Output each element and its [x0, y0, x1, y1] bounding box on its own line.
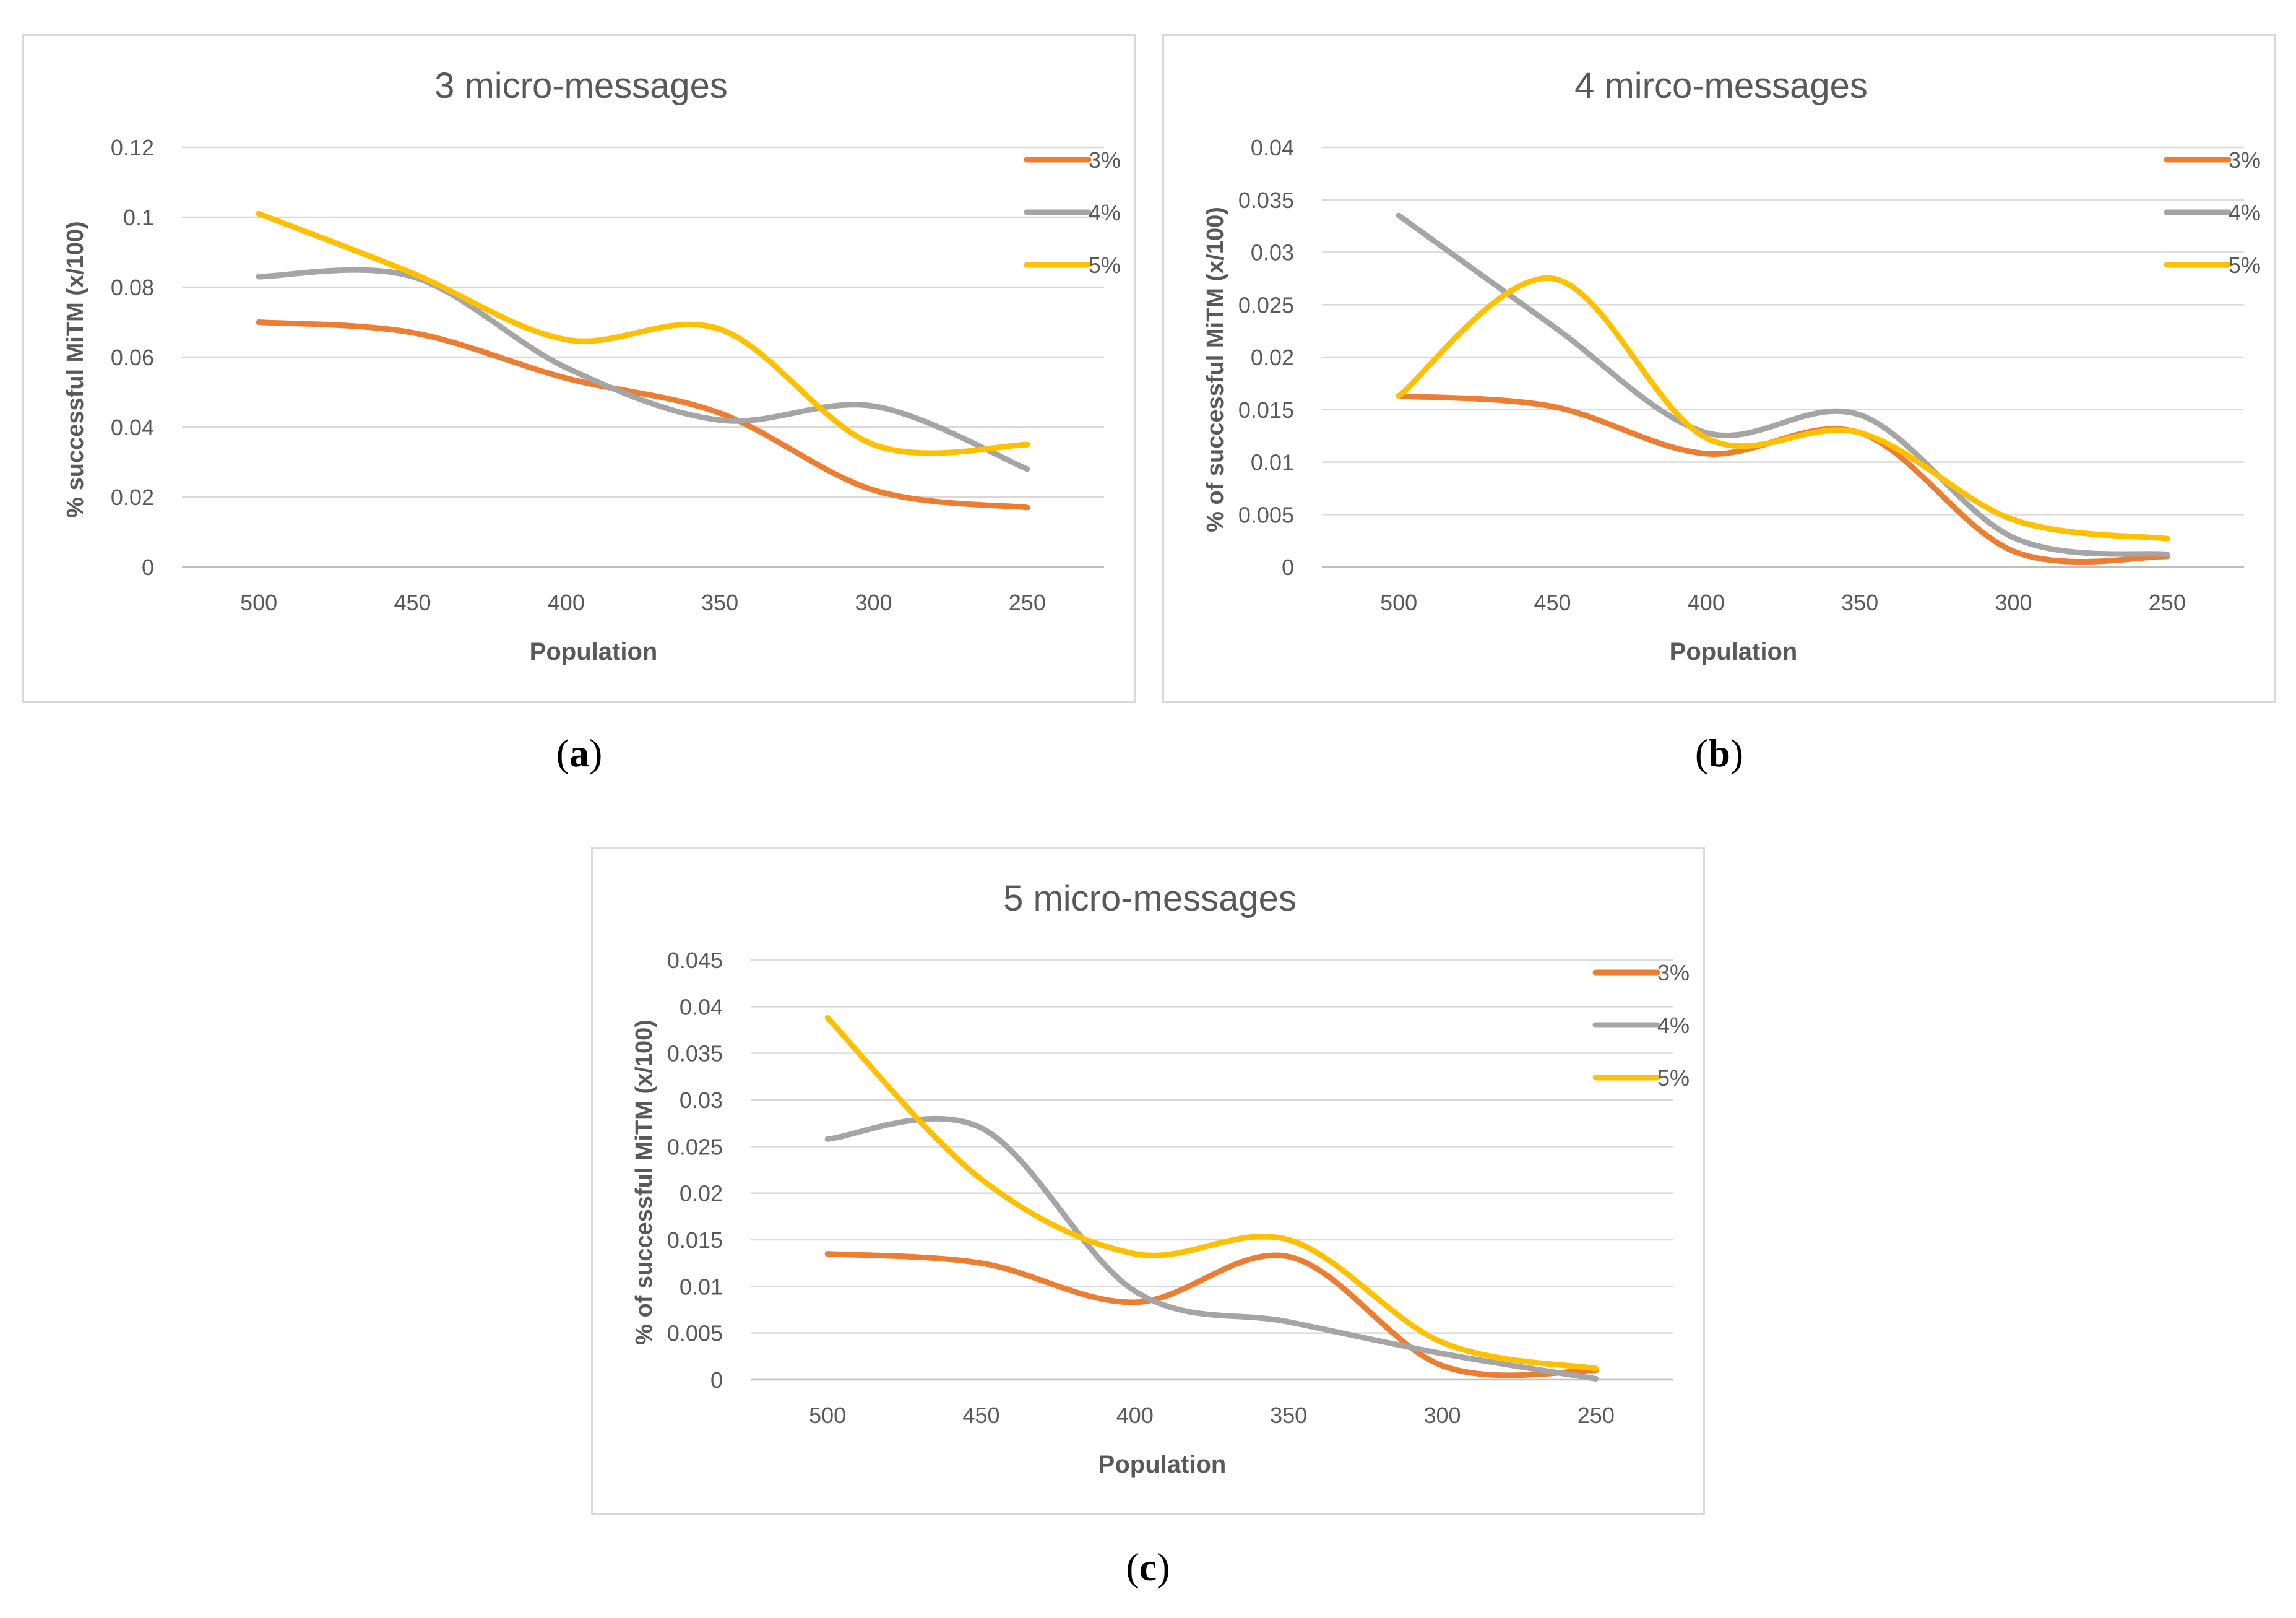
x-tick-label: 300 [1995, 590, 2032, 615]
y-tick-label: 0.01 [680, 1274, 723, 1299]
y-tick-label: 0.12 [111, 135, 154, 160]
y-tick-label: 0.03 [1251, 240, 1294, 266]
y-tick-label: 0.02 [680, 1181, 723, 1206]
series-line-4pct [824, 1115, 1599, 1382]
chart-panel-b: 4 mirco-messages 0 0.005 0.01 0.015 0.02 0.025… [1162, 34, 2276, 703]
y-tick-label: 0.025 [667, 1134, 723, 1159]
y-tick-label: 0.035 [1238, 188, 1294, 213]
legend-label: 3% [2229, 147, 2261, 173]
y-tick-label: 0.1 [123, 205, 154, 230]
y-tick-label: 0.045 [667, 948, 723, 973]
caption-a: (a) [556, 731, 603, 775]
x-tick-label: 250 [2149, 590, 2186, 615]
x-tick-label: 400 [1688, 590, 1725, 615]
y-tick-label: 0.02 [1251, 345, 1294, 370]
x-tick-label: 250 [1577, 1403, 1615, 1428]
y-tick-label: 0.01 [1251, 450, 1294, 475]
x-tick-label: 450 [394, 590, 431, 615]
x-tick-label: 350 [701, 590, 738, 615]
y-tick-label: 0.06 [111, 345, 154, 370]
legend-label: 5% [1089, 253, 1121, 278]
x-tick-label: 300 [855, 590, 892, 615]
x-axis-label: Population [530, 638, 658, 665]
y-tick-label: 0.04 [1251, 135, 1294, 160]
caption-c-letter: c [1139, 1545, 1157, 1589]
y-axis-label: % of successful MiTM (x/100) [631, 1019, 657, 1345]
y-tick-label: 0.005 [667, 1321, 723, 1346]
series-line-3pct [824, 1251, 1599, 1378]
chart-title: 5 micro-messages [1003, 878, 1297, 919]
caption-c: (c) [1126, 1545, 1170, 1589]
series-line-5pct [1396, 275, 2170, 542]
legend-label: 4% [1089, 200, 1121, 225]
y-tick-label: 0.025 [1238, 292, 1294, 318]
x-tick-label: 500 [1380, 590, 1417, 615]
series-line-4pct [256, 267, 1030, 472]
chart-a: 3 micro-messages 0 0.02 0.04 0.06 0.08 0.1 0.12… [63, 66, 1121, 665]
y-tick-label: 0.04 [111, 415, 154, 440]
series-line-5pct [824, 1014, 1599, 1372]
legend-label: 4% [2229, 200, 2261, 225]
y-axis-label: % successful MiTM (x/100) [63, 221, 88, 517]
y-tick-label: 0.02 [111, 485, 154, 510]
caption-b-letter: b [1708, 731, 1730, 775]
y-tick-label: 0.005 [1238, 502, 1294, 527]
y-tick-label: 0 [710, 1367, 723, 1393]
x-tick-label: 500 [240, 590, 277, 615]
x-tick-label: 350 [1841, 590, 1878, 615]
series-line-5pct [256, 210, 1030, 456]
y-axis-label: % of successful MiTM (x/100) [1202, 207, 1228, 532]
caption-a-letter: a [569, 731, 589, 775]
chart-panel-c: 5 micro-messages 0 0.005 0.01 0.015 0.02 0.025… [591, 847, 1705, 1515]
y-tick-label: 0.035 [667, 1041, 723, 1066]
y-tick-label: 0 [1282, 555, 1294, 580]
y-tick-label: 0.04 [680, 994, 723, 1019]
chart-b: 4 mirco-messages 0 0.005 0.01 0.015 0.02 0.025… [1202, 66, 2261, 665]
x-tick-label: 450 [1534, 590, 1571, 615]
x-tick-label: 250 [1009, 590, 1046, 615]
caption-b: (b) [1694, 731, 1744, 775]
legend-label: 5% [1657, 1065, 1690, 1091]
x-tick-label: 500 [809, 1403, 846, 1428]
x-tick-label: 400 [548, 590, 585, 615]
x-axis-label: Population [1098, 1451, 1227, 1478]
y-tick-label: 0 [142, 555, 154, 580]
chart-c: 5 micro-messages 0 0.005 0.01 0.015 0.02 0.025… [631, 878, 1690, 1478]
x-tick-label: 350 [1270, 1403, 1307, 1428]
chart-title: 4 mirco-messages [1574, 66, 1868, 106]
y-tick-label: 0.08 [111, 275, 154, 300]
legend-label: 4% [1657, 1013, 1690, 1038]
legend-label: 3% [1089, 147, 1121, 173]
y-tick-label: 0.015 [667, 1227, 723, 1253]
series-line-3pct [256, 319, 1030, 511]
chart-title: 3 micro-messages [434, 66, 728, 106]
series-line-4pct [1396, 212, 2170, 558]
x-tick-label: 300 [1423, 1403, 1461, 1428]
y-tick-label: 0.015 [1238, 397, 1294, 423]
chart-panel-a: 3 micro-messages 0 0.02 0.04 0.06 0.08 0.1 0.12… [22, 34, 1136, 703]
legend-label: 5% [2229, 253, 2261, 278]
y-tick-label: 0.03 [680, 1088, 723, 1113]
legend-label: 3% [1657, 960, 1690, 985]
x-axis-label: Population [1670, 638, 1798, 665]
x-tick-label: 450 [962, 1403, 999, 1428]
x-tick-label: 400 [1116, 1403, 1154, 1428]
